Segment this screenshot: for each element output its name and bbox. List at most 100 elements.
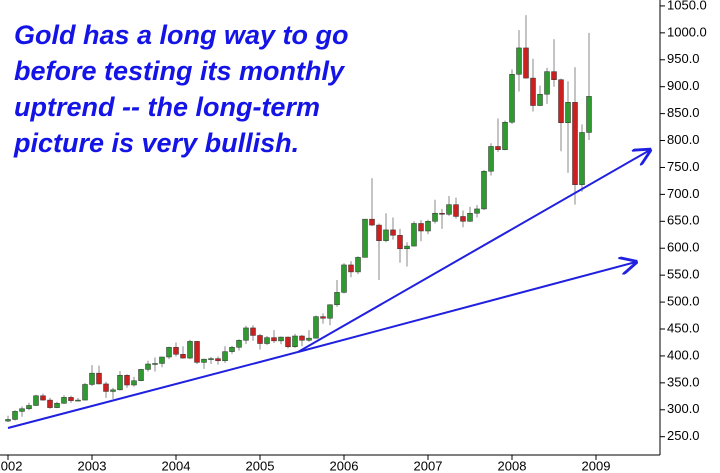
- y-tick-label: 1000.0: [667, 24, 707, 39]
- candle-body: [222, 351, 228, 362]
- candle-body: [5, 419, 11, 422]
- y-tick-label: 500.0: [667, 294, 700, 309]
- candle-body: [369, 218, 375, 226]
- candle-body: [572, 102, 578, 185]
- candle-body: [194, 341, 200, 363]
- candle-body: [488, 146, 494, 172]
- y-tick-label: 550.0: [667, 267, 700, 282]
- y-tick-label: 450.0: [667, 320, 700, 335]
- y-tick-label: 650.0: [667, 213, 700, 228]
- y-tick-label: 600.0: [667, 240, 700, 255]
- candle-body: [558, 79, 564, 124]
- candle-body: [404, 245, 410, 250]
- candle-body: [103, 383, 109, 392]
- candle-body: [250, 327, 256, 336]
- candle-body: [159, 356, 165, 364]
- y-tick-label: 350.0: [667, 374, 700, 389]
- x-tick-label: 2005: [246, 458, 275, 473]
- candle-body: [523, 47, 529, 79]
- candle-body: [96, 372, 102, 385]
- annotation: before testing its monthly: [14, 56, 346, 86]
- candle-body: [474, 208, 480, 214]
- y-tick-label: 750.0: [667, 159, 700, 174]
- candle-body: [439, 212, 445, 215]
- candle-body: [467, 212, 473, 222]
- candle-body: [390, 229, 396, 236]
- candle-body: [530, 77, 536, 106]
- candle-body: [306, 337, 312, 341]
- y-tick-label: 950.0: [667, 51, 700, 66]
- annotation: Gold has a long way to go: [14, 20, 349, 50]
- x-tick-label: 2008: [498, 458, 527, 473]
- y-tick-label: 300.0: [667, 401, 700, 416]
- candle-body: [124, 375, 130, 386]
- candle-body: [292, 335, 298, 348]
- candle-body: [229, 347, 235, 352]
- candle-body: [131, 380, 137, 386]
- x-tick-label: 2009: [582, 458, 611, 473]
- candle-body: [495, 146, 501, 150]
- candle-body: [362, 218, 368, 258]
- candle-body: [257, 335, 263, 344]
- candle-body: [509, 74, 515, 123]
- annotation: uptrend -- the long-term: [14, 92, 320, 122]
- candle-body: [355, 257, 361, 273]
- candle-body: [425, 221, 431, 232]
- annotation: picture is very bullish.: [13, 128, 299, 158]
- candle-body: [68, 397, 74, 401]
- candle-body: [138, 369, 144, 381]
- candle-body: [334, 292, 340, 306]
- candle-body: [411, 223, 417, 247]
- candle-body: [187, 341, 193, 359]
- y-tick-label: 400.0: [667, 347, 700, 362]
- candle-body: [537, 93, 543, 106]
- candle-body: [166, 347, 172, 358]
- candle-body: [215, 358, 221, 362]
- y-tick-label: 700.0: [667, 186, 700, 201]
- candle-body: [208, 358, 214, 360]
- candle-body: [516, 47, 522, 75]
- candle-body: [376, 224, 382, 241]
- y-tick-label: 850.0: [667, 105, 700, 120]
- candle-body: [117, 375, 123, 391]
- candle-body: [320, 316, 326, 319]
- candle-body: [460, 216, 466, 222]
- x-tick-label: 2002: [0, 458, 22, 473]
- candle-body: [565, 102, 571, 124]
- candle-body: [544, 71, 550, 95]
- candle-body: [40, 395, 46, 401]
- candle-body: [418, 223, 424, 232]
- x-tick-label: 2007: [414, 458, 443, 473]
- y-tick-label: 900.0: [667, 78, 700, 93]
- candle-body: [383, 229, 389, 241]
- candle-body: [432, 212, 438, 222]
- candle-body: [278, 336, 284, 342]
- candle-body: [264, 337, 270, 344]
- candle-body: [19, 408, 25, 412]
- candle-body: [12, 411, 18, 420]
- x-tick-label: 2004: [162, 458, 191, 473]
- candle-body: [180, 354, 186, 359]
- candle-body: [243, 327, 249, 341]
- candle-body: [173, 347, 179, 355]
- candle-body: [348, 264, 354, 273]
- candle-body: [33, 395, 39, 406]
- candle-body: [579, 132, 585, 185]
- candle-body: [89, 372, 95, 385]
- candle-body: [47, 399, 53, 408]
- candle-body: [75, 399, 81, 402]
- y-tick-label: 1050.0: [667, 0, 707, 12]
- candle-body: [481, 170, 487, 210]
- candle-body: [453, 204, 459, 217]
- candle-body: [313, 316, 319, 339]
- x-tick-label: 2003: [78, 458, 107, 473]
- candle-body: [26, 405, 32, 409]
- candle-body: [152, 363, 158, 365]
- candle-body: [285, 336, 291, 348]
- x-tick-label: 2006: [330, 458, 359, 473]
- candle-body: [54, 403, 60, 408]
- candle-body: [236, 340, 242, 348]
- candle-body: [82, 384, 88, 401]
